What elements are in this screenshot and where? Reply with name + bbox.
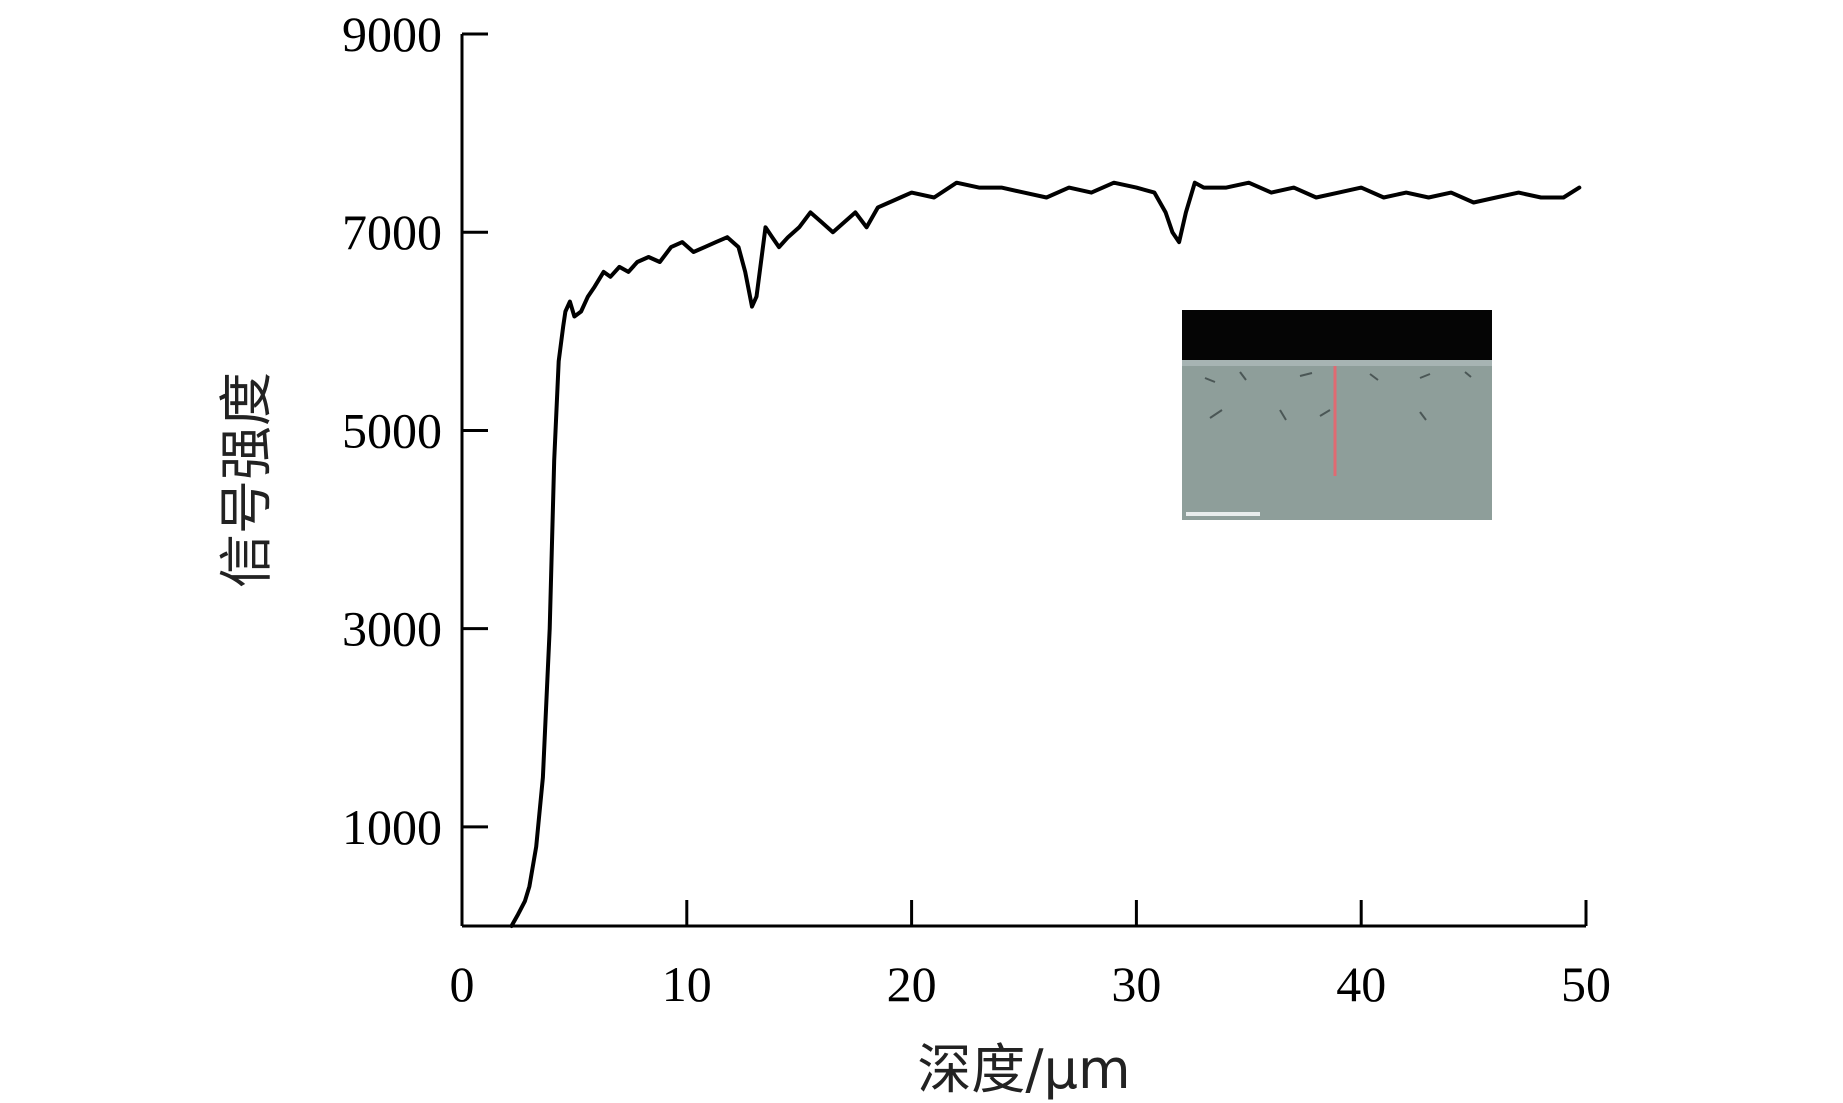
x-tick-label: 40 xyxy=(1336,956,1386,1012)
inset-scale-bar xyxy=(1186,512,1260,516)
x-tick-label: 50 xyxy=(1561,956,1611,1012)
x-tick-label: 0 xyxy=(450,956,475,1012)
y-tick-label: 5000 xyxy=(342,402,442,458)
axes: 深度/μm 信号强度 xyxy=(215,34,1586,1101)
x-tick-label: 20 xyxy=(887,956,937,1012)
y-tick-label: 7000 xyxy=(342,204,442,260)
inset-micrograph xyxy=(1182,310,1492,520)
x-tick-label: 30 xyxy=(1111,956,1161,1012)
y-tick-label: 9000 xyxy=(342,6,442,62)
x-tick-label: 10 xyxy=(662,956,712,1012)
inset-grain-marks xyxy=(1204,371,1472,421)
y-tick-label: 3000 xyxy=(342,601,442,657)
inset-dark-layer xyxy=(1182,310,1492,362)
series-line-1 xyxy=(509,180,1582,928)
y-tick-label: 1000 xyxy=(342,799,442,855)
plot-area xyxy=(509,180,1582,928)
y-axis-title: 信号强度 xyxy=(215,372,278,588)
ticks: 0 10 20 30 40 50 1000 3000 5000 7000 9000 xyxy=(342,6,1611,1012)
x-axis-title: 深度/μm xyxy=(917,1038,1130,1101)
inset-surface-edge xyxy=(1182,360,1492,366)
